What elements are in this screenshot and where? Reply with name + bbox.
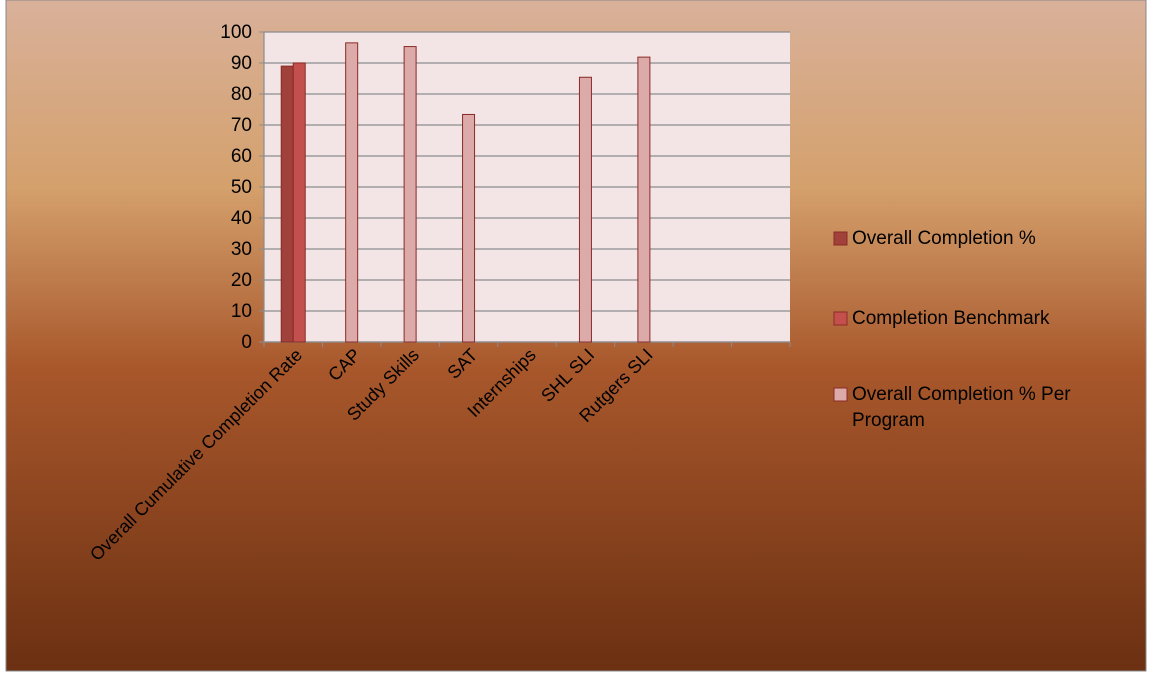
y-tick-label: 10	[231, 301, 252, 322]
y-tick-label: 100	[220, 22, 252, 43]
bar-study-skills-series-2	[403, 46, 417, 343]
legend: Overall Completion % Completion Benchmark…	[833, 228, 1071, 431]
y-tick-label: 40	[231, 208, 252, 229]
legend-label: Overall Completion %	[852, 228, 1036, 249]
y-tick-label: 50	[231, 177, 252, 198]
y-tick-label: 30	[231, 239, 252, 260]
bar-rutgers-sli-series-2	[637, 56, 651, 343]
bar-shl-sli-series-2	[578, 76, 592, 343]
y-tick-label: 90	[231, 53, 252, 74]
legend-swatch	[833, 387, 848, 402]
legend-swatch	[833, 231, 848, 246]
bar-overall-cumulative-completion-rate-series-1	[292, 62, 306, 343]
legend-label: Completion Benchmark	[852, 308, 1050, 329]
y-tick-label: 70	[231, 115, 252, 136]
bar-overall-cumulative-completion-rate-series-0	[280, 65, 294, 343]
y-tick-label: 0	[241, 332, 252, 353]
bar-cap-series-2	[345, 42, 359, 343]
y-tick-label: 60	[231, 146, 252, 167]
legend-swatch	[833, 311, 848, 326]
legend-label: Overall Completion % Per Program	[852, 384, 1071, 431]
y-tick-label: 80	[231, 84, 252, 105]
y-tick-label: 20	[231, 270, 252, 291]
bar-sat-series-2	[462, 113, 476, 343]
